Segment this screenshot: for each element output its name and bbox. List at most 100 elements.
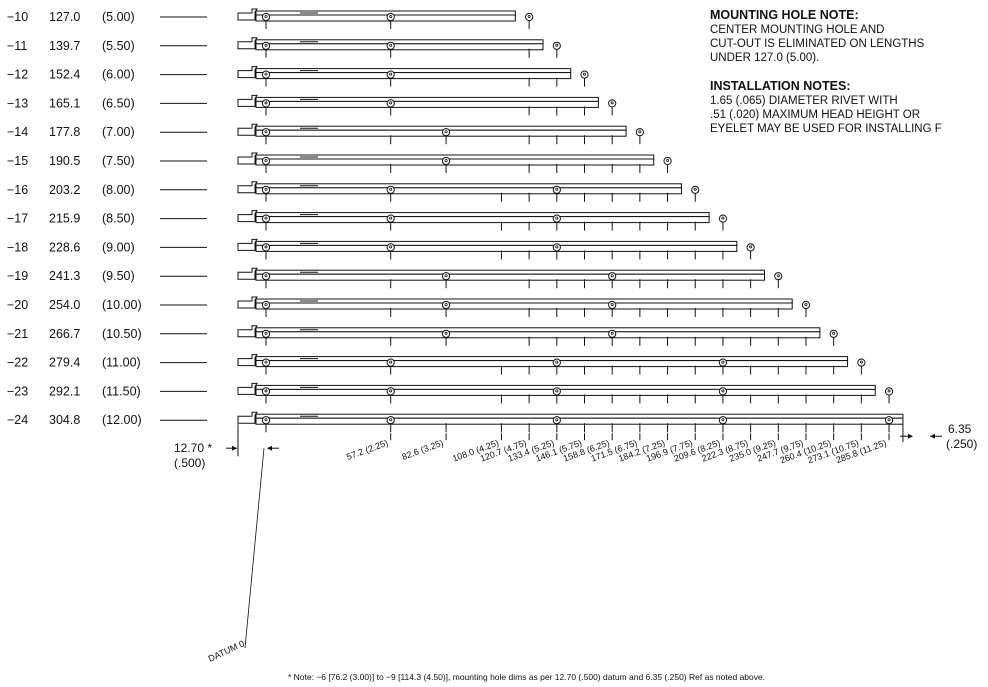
mounting-hole-center [389, 72, 393, 76]
mounting-hole-center [389, 101, 393, 105]
length-inch: (6.00) [102, 68, 135, 82]
mounting-hole-center [887, 418, 891, 422]
mounting-hole [441, 329, 451, 338]
end-profile [237, 210, 258, 223]
mounting-hole [857, 358, 866, 367]
rail-body [255, 14, 516, 22]
datum-label: DATUM 0 [207, 638, 246, 663]
rail-body [255, 43, 544, 51]
dash-number: −23 [7, 384, 28, 398]
mounting-hole-center [804, 302, 808, 306]
mounting-hole [608, 300, 617, 310]
mounting-hole-note-line: CUT-OUT IS ELIMINATED ON LENGTHS [710, 38, 925, 50]
mounting-hole-note-heading: MOUNTING HOLE NOTE: [710, 8, 859, 22]
dim-label: 82.6 (3.25) [400, 438, 444, 462]
mounting-hole [386, 185, 395, 194]
end-profile [237, 66, 258, 79]
mounting-hole [261, 387, 271, 396]
mounting-hole [829, 329, 838, 338]
length-mm: 292.1 [49, 384, 80, 398]
mounting-hole [261, 156, 271, 166]
mounting-hole-center [444, 302, 448, 306]
mounting-hole-center [264, 187, 268, 191]
mounting-hole-center [555, 360, 559, 364]
dash-number: −13 [7, 96, 28, 110]
mounting-hole [386, 387, 395, 396]
part-row: −20 254.0 (10.00) [7, 296, 811, 317]
mounting-hole-center [721, 216, 725, 220]
mounting-hole-center [264, 418, 268, 422]
right-dim-value: 6.35 [948, 422, 972, 436]
mounting-hole [261, 128, 271, 137]
length-inch: (7.00) [102, 125, 135, 139]
length-mm: 203.2 [49, 183, 80, 197]
length-mm: 215.9 [49, 212, 80, 226]
installation-note-line: EYELET MAY BE USED FOR INSTALLING F [710, 123, 942, 135]
dash-number: −18 [7, 240, 28, 254]
rail-top-flange [255, 212, 710, 218]
mounting-hole-center [721, 360, 725, 364]
mounting-hole [261, 300, 271, 310]
length-mm: 279.4 [49, 356, 80, 370]
left-dim-sub: (.500) [174, 456, 205, 470]
length-inch: (9.00) [102, 240, 135, 254]
length-inch: (11.00) [102, 356, 141, 370]
mounting-hole-center [444, 331, 448, 335]
rail-body [255, 216, 710, 224]
part-row: −23 292.1 (11.50) [7, 382, 894, 404]
rail-body [255, 158, 655, 166]
length-mm: 228.6 [49, 240, 80, 254]
mounting-hole-note-line: UNDER 127.0 (5.00). [710, 52, 820, 64]
length-inch: (8.50) [102, 212, 135, 226]
mounting-hole-center [389, 14, 393, 18]
length-mm: 165.1 [49, 96, 80, 110]
dash-number: −21 [7, 327, 28, 341]
mounting-hole-center [721, 418, 725, 422]
mounting-hole [261, 272, 271, 281]
rail-body [255, 417, 904, 425]
installation-notes-heading: INSTALLATION NOTES: [710, 79, 851, 93]
mounting-hole-center [859, 360, 863, 364]
mounting-hole-center [264, 158, 268, 162]
mounting-hole [718, 387, 728, 396]
datum-leader [244, 448, 265, 649]
mounting-hole-center [264, 331, 268, 335]
length-inch: (10.50) [102, 327, 142, 341]
part-row: −10 127.0 (5.00) [7, 8, 534, 29]
mounting-hole [441, 128, 451, 137]
mounting-hole-center [264, 360, 268, 364]
mounting-hole-center [444, 274, 448, 278]
part-row: −17 215.9 (8.50) [7, 210, 728, 231]
mounting-hole [608, 272, 617, 281]
mounting-hole-center [264, 216, 268, 220]
mounting-hole [525, 12, 534, 22]
end-profile [237, 382, 258, 395]
mounting-hole [261, 99, 271, 108]
mounting-hole-center [832, 331, 836, 335]
dash-number: −10 [7, 10, 28, 24]
end-profile [237, 238, 258, 251]
length-inch: (7.50) [102, 154, 135, 168]
notes-panel: MOUNTING HOLE NOTE: CENTER MOUNTING HOLE… [710, 8, 988, 136]
end-profile [237, 325, 258, 338]
part-row: −12 152.4 (6.00) [7, 66, 589, 87]
dash-number: −14 [7, 125, 28, 139]
mounting-hole [261, 214, 271, 223]
end-profile [237, 411, 258, 424]
part-row: −14 177.8 (7.00) [7, 123, 644, 145]
rail-body [255, 331, 821, 339]
footnote: * Note: −6 [76.2 (3.00)] to −9 [114.3 (4… [288, 672, 765, 682]
rail-top-flange [255, 298, 793, 304]
mounting-hole-center [264, 72, 268, 76]
rail-top-flange [255, 39, 544, 45]
length-inch: (10.00) [102, 298, 142, 312]
mounting-hole-center [610, 302, 614, 306]
dash-number: −19 [7, 269, 28, 283]
part-row: −19 241.3 (9.50) [7, 267, 783, 289]
mounting-hole [261, 358, 271, 367]
mounting-hole [386, 12, 395, 22]
dash-number: −15 [7, 154, 28, 168]
length-mm: 241.3 [49, 269, 80, 283]
end-profile [237, 152, 258, 165]
